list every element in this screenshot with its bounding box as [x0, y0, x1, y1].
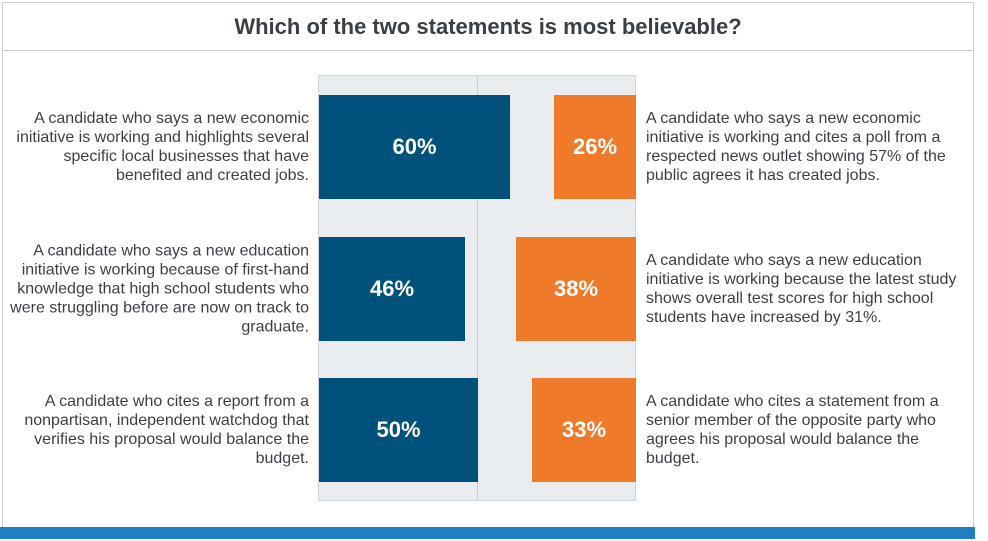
- left-statement-2: A candidate who cites a report from a no…: [24, 393, 309, 467]
- bottom-accent-bar: [0, 527, 975, 539]
- left-bar-label-0: 60%: [392, 134, 437, 159]
- left-statement-0: A candidate who says a new economic init…: [16, 110, 309, 184]
- left-bar-2: 50%: [319, 378, 478, 482]
- right-statement-0: A candidate who says a new economic init…: [646, 110, 946, 184]
- right-bar-2: 33%: [532, 378, 636, 482]
- center-divider: [477, 75, 478, 501]
- left-bar-label-1: 46%: [369, 276, 415, 301]
- left-bar-1: 46%: [319, 237, 465, 341]
- right-bar-1: 38%: [516, 237, 636, 341]
- left-bar-label-2: 50%: [376, 417, 421, 442]
- right-bar-0: 26%: [554, 95, 636, 199]
- right-bar-label-0: 26%: [572, 134, 618, 159]
- chart-title: Which of the two statements is most beli…: [234, 13, 742, 39]
- title-band: Which of the two statements is most beli…: [3, 3, 973, 51]
- left-statement-1: A candidate who says a new education ini…: [10, 242, 309, 336]
- right-bar-label-1: 38%: [553, 276, 599, 301]
- left-bar-0: 60%: [319, 95, 510, 199]
- right-statement-1: A candidate who says a new education ini…: [646, 252, 957, 326]
- right-bar-label-2: 33%: [561, 417, 607, 442]
- right-statement-2: A candidate who cites a statement from a…: [646, 393, 939, 467]
